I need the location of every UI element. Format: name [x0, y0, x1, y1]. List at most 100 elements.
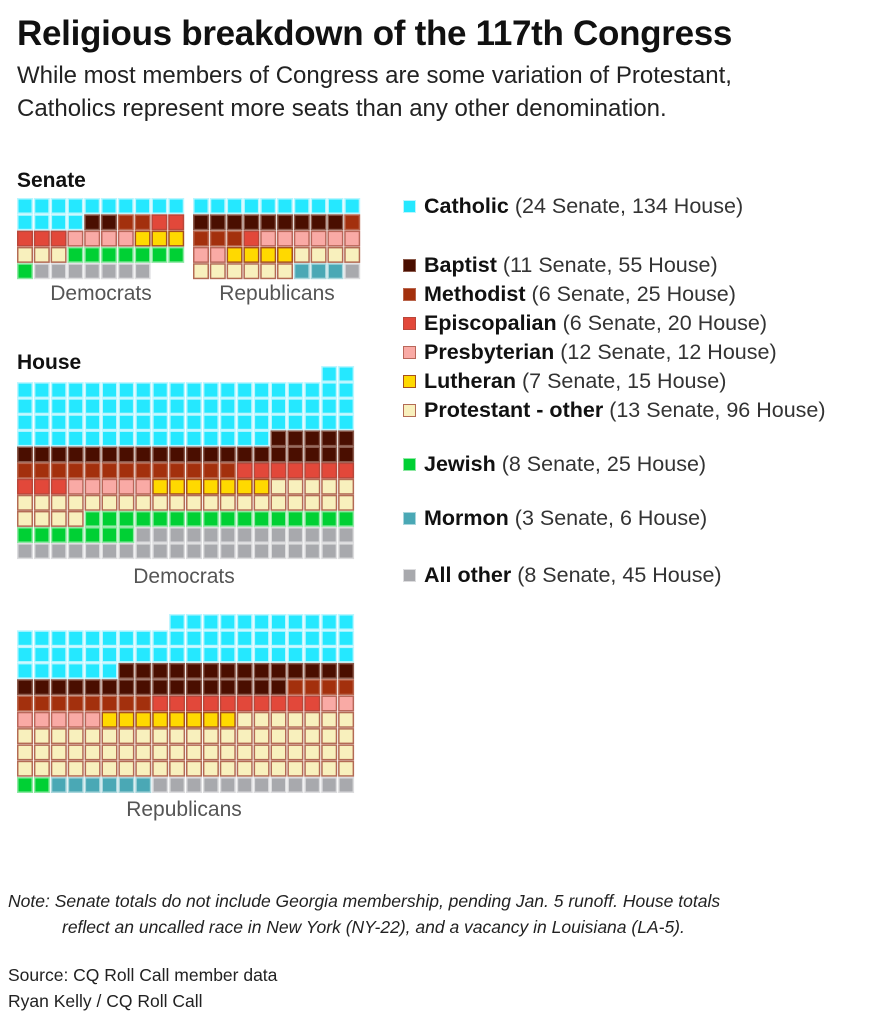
waffle-cell-baptist	[152, 662, 169, 679]
waffle-cell-catholic	[219, 414, 236, 431]
waffle-cell-other	[202, 543, 219, 560]
waffle-cell-episcopalian	[50, 478, 67, 495]
waffle-cell-episcopalian	[304, 462, 321, 479]
waffle-cell-catholic	[134, 198, 151, 214]
waffle-cell-baptist	[219, 662, 236, 679]
waffle-cell-protestant_other	[287, 711, 304, 728]
waffle-cell-protestant_other	[321, 728, 338, 745]
waffle-cell-protestant_other	[67, 744, 84, 761]
waffle-cell-catholic	[321, 366, 338, 382]
waffle-cell-presbyterian	[193, 246, 209, 263]
waffle-cell-other	[101, 263, 117, 280]
waffle-cell-catholic	[84, 382, 101, 399]
waffle-cell-episcopalian	[17, 478, 33, 495]
waffle-cell-baptist	[270, 446, 287, 463]
waffle-cell-methodist	[67, 462, 84, 479]
waffle-cell-methodist	[118, 462, 135, 479]
waffle-cell-methodist	[226, 230, 243, 247]
waffle-cell-baptist	[33, 679, 50, 696]
waffle-cell-protestant_other	[236, 744, 253, 761]
waffle-cell-episcopalian	[321, 462, 338, 479]
waffle-cell-lutheran	[152, 478, 169, 495]
waffle-cell-baptist	[202, 662, 219, 679]
waffle-cell-other	[186, 527, 202, 543]
waffle-cell-catholic	[33, 630, 50, 647]
waffle-cell-protestant_other	[135, 494, 152, 511]
waffle-cell-presbyterian	[101, 230, 117, 247]
waffle-cell-baptist	[169, 662, 186, 679]
waffle-cell-other	[169, 527, 186, 543]
waffle-cell-catholic	[50, 414, 67, 431]
waffle-cell-protestant_other	[236, 728, 253, 745]
waffle-cell-catholic	[50, 646, 67, 663]
waffle-cell-other	[344, 263, 361, 280]
waffle-cell-other	[202, 777, 219, 793]
waffle-cell-baptist	[118, 446, 135, 463]
waffle-cell-catholic	[226, 198, 243, 214]
waffle-cell-baptist	[186, 679, 202, 696]
waffle-cell-baptist	[321, 430, 338, 447]
waffle-cell-other	[17, 543, 33, 560]
waffle-cell-protestant_other	[169, 728, 186, 745]
waffle-cell-baptist	[50, 679, 67, 696]
waffle-cell-baptist	[260, 214, 277, 231]
waffle-cell-protestant_other	[169, 744, 186, 761]
waffle-cell-methodist	[321, 679, 338, 696]
waffle-cell-protestant_other	[17, 510, 33, 527]
waffle-cell-baptist	[17, 446, 33, 463]
waffle-cell-episcopalian	[287, 462, 304, 479]
waffle-house-republicans	[17, 614, 355, 793]
waffle-cell-methodist	[67, 695, 84, 712]
waffle-cell-catholic	[50, 198, 67, 214]
waffle-cell-mormon	[135, 777, 152, 793]
waffle-cell-methodist	[101, 462, 118, 479]
waffle-cell-catholic	[202, 382, 219, 399]
waffle-cell-catholic	[17, 414, 33, 431]
waffle-cell-protestant_other	[33, 728, 50, 745]
waffle-cell-lutheran	[202, 478, 219, 495]
waffle-cell-protestant_other	[287, 744, 304, 761]
waffle-cell-catholic	[209, 198, 226, 214]
waffle-cell-protestant_other	[270, 744, 287, 761]
waffle-cell-catholic	[304, 614, 321, 630]
waffle-cell-presbyterian	[67, 711, 84, 728]
waffle-cell-presbyterian	[67, 230, 84, 247]
waffle-cell-protestant_other	[33, 510, 50, 527]
waffle-cell-baptist	[219, 679, 236, 696]
waffle-cell-methodist	[117, 214, 134, 231]
waffle-cell-catholic	[202, 614, 219, 630]
waffle-cell-catholic	[287, 398, 304, 415]
waffle-cell-lutheran	[169, 478, 186, 495]
waffle-cell-catholic	[101, 398, 118, 415]
waffle-cell-lutheran	[277, 246, 293, 263]
waffle-cell-lutheran	[219, 711, 236, 728]
waffle-cell-presbyterian	[33, 711, 50, 728]
waffle-cell-baptist	[219, 446, 236, 463]
note: Note: Senate totals do not include Georg…	[8, 888, 868, 940]
waffle-cell-presbyterian	[338, 695, 355, 712]
waffle-cell-catholic	[17, 430, 33, 447]
waffle-cell-presbyterian	[118, 478, 135, 495]
waffle-cell-baptist	[253, 446, 270, 463]
waffle-cell-protestant_other	[287, 728, 304, 745]
waffle-cell-protestant_other	[50, 728, 67, 745]
waffle-cell-protestant_other	[186, 744, 202, 761]
waffle-cell-episcopalian	[33, 478, 50, 495]
waffle-cell-catholic	[321, 382, 338, 399]
waffle-cell-catholic	[67, 214, 84, 231]
waffle-cell-catholic	[202, 630, 219, 647]
waffle-cell-catholic	[67, 198, 84, 214]
waffle-cell-baptist	[209, 214, 226, 231]
waffle-cell-methodist	[219, 462, 236, 479]
subtitle-line-2: Catholics represent more seats than any …	[17, 95, 667, 122]
waffle-cell-lutheran	[260, 246, 277, 263]
waffle-cell-catholic	[193, 198, 209, 214]
waffle-cell-protestant_other	[101, 728, 118, 745]
waffle-cell-episcopalian	[236, 695, 253, 712]
waffle-cell-baptist	[236, 446, 253, 463]
waffle-cell-protestant_other	[17, 744, 33, 761]
waffle-cell-baptist	[253, 662, 270, 679]
legend-item-mormon: Mormon (3 Senate, 6 House)	[403, 506, 707, 531]
waffle-cell-catholic	[135, 430, 152, 447]
waffle-cell-protestant_other	[226, 263, 243, 280]
